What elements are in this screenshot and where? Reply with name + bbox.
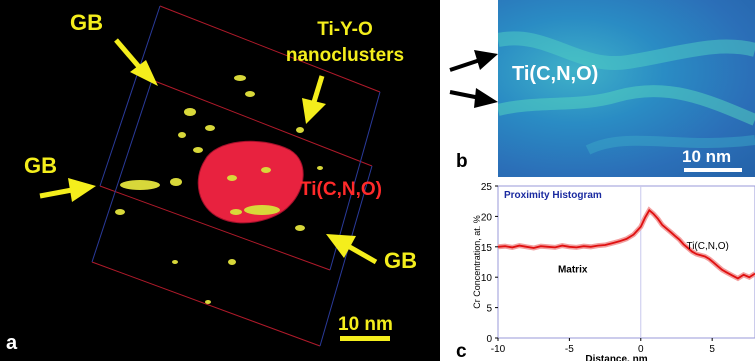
panel-letter-b: b [456,151,468,172]
label-nanoclusters-line1: Ti-Y-O [317,19,373,40]
panel-a-reconstruction: GB Ti-Y-O nanoclusters GB Ti(C,N,O) GB 1… [0,0,440,361]
label-gb-top: GB [70,10,103,35]
panel-c-chart: 0 5 10 15 20 25 -10 -5 0 5 Distance, nm Cr Concentr… [440,178,755,361]
scalebar-a-label: 10 nm [338,314,393,335]
annotation-matrix: Matrix [558,264,588,275]
x-tick-label: -5 [565,344,574,355]
panel-letter-c: c [456,341,467,362]
label-nanoclusters-line2: nanoclusters [285,45,405,66]
scalebar-a [340,336,390,341]
annotation-ti: Ti(C,N,O) [686,241,728,252]
arrows [39,38,378,265]
y-tick-label: 15 [481,243,493,254]
ti-particle [197,140,304,224]
series-line [497,208,755,280]
y-tick-label: 0 [486,334,492,345]
label-ti-particle: Ti(C,N,O) [300,179,382,200]
panel-letter-a: a [6,332,18,354]
arrow-b-lower [449,90,481,100]
panel-b-image: Ti(C,N,O) 10 nm [498,0,755,177]
proximity-histogram-chart: 0 5 10 15 20 25 -10 -5 0 5 Distance, nm Cr Concentr… [472,182,755,361]
y-tick-label: 10 [481,273,493,284]
label-ti-b: Ti(C,N,O) [512,63,599,85]
arrow-gb-top [114,38,142,70]
bounding-box-edges [91,5,381,347]
arrow-b-upper [449,58,481,72]
scalebar-b-label: 10 nm [682,147,732,166]
x-tick-label: -10 [491,344,506,355]
y-tick-label: 5 [486,304,492,315]
label-gb-right: GB [384,248,417,273]
x-axis-label: Distance, nm [585,354,647,361]
y-axis-label: Cr Concentration, at. % [472,215,482,309]
chart-title: Proximity Histogram [504,190,602,201]
bounding-box [91,5,381,347]
y-tick-label: 20 [481,212,493,223]
arrow-gb-left [39,187,73,199]
y-tick-label: 25 [481,182,493,193]
x-tick-label: 5 [709,344,715,355]
nanoclusters [115,75,323,304]
scalebar-b [684,168,742,172]
panel-b-arrows [449,50,498,108]
panel-b-texture [498,31,755,155]
arrow-gb-right [346,243,378,265]
label-gb-left: GB [24,153,57,178]
x-tick-label: 0 [638,344,644,355]
reconstruction-graphic [39,5,381,347]
arrow-nanoclusters [311,75,325,103]
